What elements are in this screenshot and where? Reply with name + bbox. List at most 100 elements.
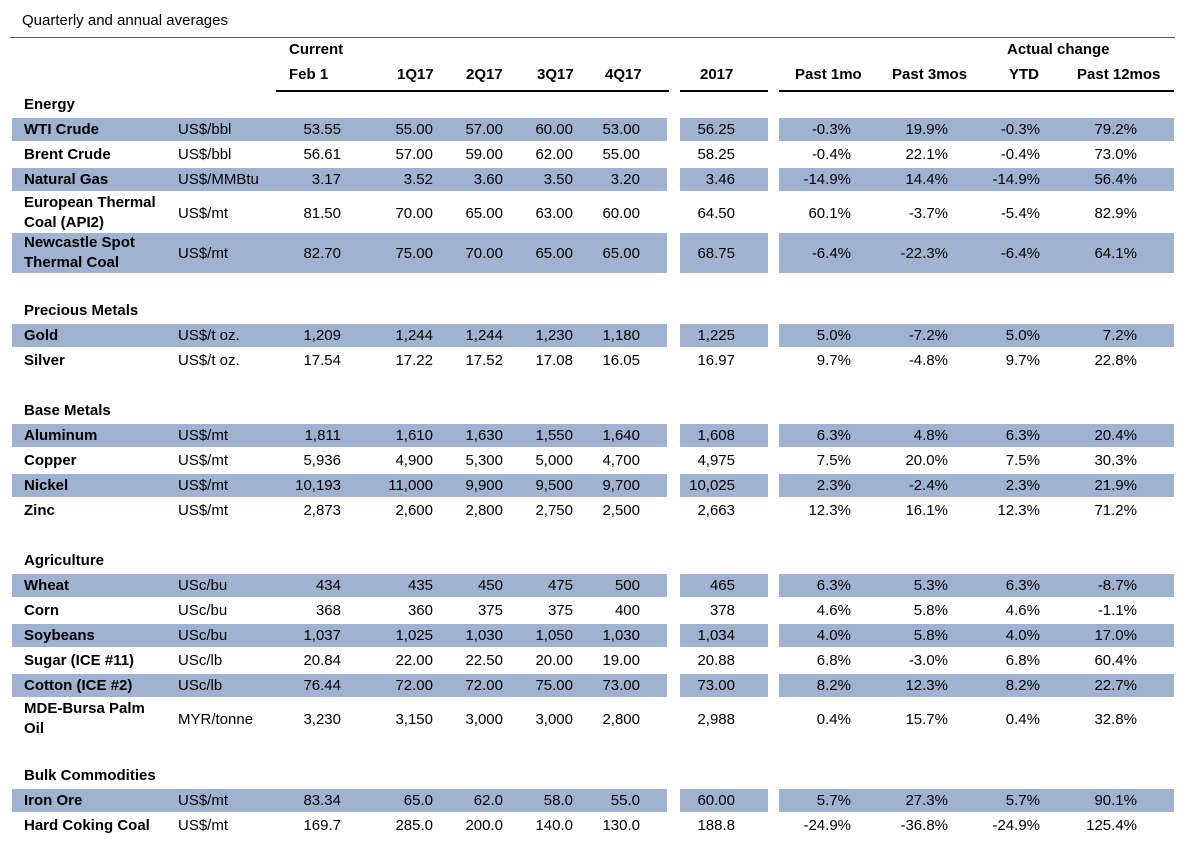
value-cell-q2: 2,800 — [465, 502, 503, 519]
value-cell-ytd: -14.9% — [992, 171, 1040, 188]
value-cell-m12: -8.7% — [1097, 577, 1137, 594]
commodity-name-text: European Thermal Coal (API2) — [24, 193, 156, 233]
value-cell-m1: 2.3% — [816, 477, 851, 494]
value-cell-q1: 3.52 — [403, 171, 433, 188]
value-cell-year: 64.50 — [697, 204, 735, 222]
row-shading — [12, 168, 667, 191]
row-shading — [680, 324, 768, 347]
commodity-name-line: WTI Crude — [24, 120, 99, 138]
table-row: European Thermal Coal (API2) US$/mt 81.50 70… — [0, 193, 1200, 233]
row-shading — [680, 624, 768, 647]
value-cell-m1: 5.7% — [816, 792, 851, 809]
row-shading — [779, 474, 1174, 497]
value-cell-q2: 1,630 — [465, 427, 503, 444]
unit: US$/mt — [178, 792, 229, 809]
unit: US$/mt — [178, 477, 229, 494]
value-cell-q1: 1,610 — [395, 427, 433, 444]
value-cell-q3: 5,000 — [535, 452, 573, 469]
commodity-name-line: Copper — [24, 451, 77, 469]
commodity-name: Cotton (ICE #2) — [24, 674, 132, 697]
section-title: Precious Metals — [24, 302, 139, 319]
unit: USc/lb — [178, 677, 223, 694]
commodity-name: Copper — [24, 449, 77, 472]
value-cell-q3: 475 — [547, 577, 573, 594]
commodity-name-text: WTI Crude — [24, 120, 99, 140]
value-cell-current: 1,209 — [303, 327, 341, 344]
value-cell-q1: 17.22 — [395, 352, 433, 369]
value-cell-year: 378 — [709, 602, 735, 619]
value-cell-m1: -14.9% — [803, 171, 851, 188]
commodity-name-text: MDE-Bursa Palm Oil — [24, 699, 145, 739]
value-cell-q1: 360 — [407, 602, 433, 619]
value-cell-q4: 2,500 — [602, 502, 640, 519]
value-cell-q4: 16.05 — [602, 352, 640, 369]
value-cell-q3: 1,550 — [535, 427, 573, 444]
row-shading — [779, 168, 1174, 191]
value-cell-q2: 72.00 — [465, 677, 503, 694]
value-cell-m12: -1.1% — [1097, 602, 1137, 619]
value-cell-m12: 64.1% — [1094, 244, 1137, 262]
value-cell-ytd: -0.4% — [1000, 146, 1040, 163]
value-cell-q3: 17.08 — [535, 352, 573, 369]
commodity-name-text: Brent Crude — [24, 145, 111, 165]
header-3q17: 3Q17 — [537, 66, 574, 83]
row-shading — [12, 233, 667, 273]
table-row: Natural Gas US$/MMBtu 3.17 3.52 3.60 3.50 3.20… — [0, 168, 1200, 191]
commodity-name: Sugar (ICE #11) — [24, 649, 134, 672]
table-row: Copper US$/mt 5,936 4,900 5,300 5,000 4,700 4,9… — [0, 449, 1200, 472]
value-cell-q4: 400 — [614, 602, 640, 619]
commodity-name-line: European Thermal — [24, 194, 156, 211]
value-cell-year: 68.75 — [697, 244, 735, 262]
unit: US$/mt — [178, 204, 229, 222]
value-cell-m1: 6.8% — [816, 652, 851, 669]
unit: USc/bu — [178, 627, 228, 644]
value-cell-current: 1,811 — [304, 427, 341, 444]
value-cell-m3: 5.8% — [913, 602, 948, 619]
value-cell-q2: 5,300 — [465, 452, 503, 469]
value-cell-q1: 285.0 — [395, 817, 433, 834]
value-cell-q2: 62.0 — [473, 792, 503, 809]
commodity-name-text: Cotton (ICE #2) — [24, 676, 132, 696]
value-cell-current: 3.17 — [311, 171, 341, 188]
commodity-name: Soybeans — [24, 624, 95, 647]
value-cell-q3: 9,500 — [535, 477, 573, 494]
value-cell-ytd: 5.0% — [1005, 327, 1040, 344]
value-cell-year: 1,608 — [697, 427, 735, 444]
header-current-top: Current — [289, 41, 344, 58]
header-ytd: YTD — [1009, 66, 1039, 83]
commodity-name-line: Brent Crude — [24, 145, 111, 163]
value-cell-m1: 6.3% — [816, 427, 851, 444]
value-cell-m3: 14.4% — [905, 171, 948, 188]
unit: US$/MMBtu — [178, 171, 259, 188]
value-cell-year: 1,225 — [697, 327, 735, 344]
value-cell-q4: 1,640 — [602, 427, 640, 444]
section-title: Base Metals — [24, 402, 111, 419]
value-cell-q1: 1,025 — [395, 627, 433, 644]
value-cell-q4: 1,030 — [602, 627, 640, 644]
value-cell-year: 60.00 — [697, 792, 735, 809]
value-cell-m3: -7.2% — [908, 327, 948, 344]
value-cell-q2: 65.00 — [465, 204, 503, 222]
value-cell-m12: 17.0% — [1094, 627, 1137, 644]
value-cell-year: 16.97 — [697, 352, 735, 369]
value-cell-q1: 1,244 — [395, 327, 433, 344]
commodity-name-text: Copper — [24, 451, 77, 471]
unit: US$/t oz. — [178, 352, 240, 369]
value-cell-q4: 2,800 — [602, 710, 640, 728]
unit: US$/mt — [178, 817, 229, 834]
table-row: Nickel US$/mt 10,193 11,000 9,900 9,500 9,700 1… — [0, 474, 1200, 497]
commodity-name-text: Silver — [24, 351, 65, 371]
unit: USc/bu — [178, 577, 228, 594]
value-cell-m3: 12.3% — [905, 677, 948, 694]
commodity-name: Iron Ore — [24, 789, 82, 812]
value-cell-m12: 32.8% — [1094, 710, 1137, 728]
table-row: WTI Crude US$/bbl 53.55 55.00 57.00 60.00 53.0… — [0, 118, 1200, 141]
value-cell-m12: 60.4% — [1094, 652, 1137, 669]
value-cell-current: 76.44 — [303, 677, 341, 694]
row-shading — [779, 324, 1174, 347]
row-shading — [779, 233, 1174, 273]
value-cell-q1: 72.00 — [395, 677, 433, 694]
value-cell-ytd: -5.4% — [1000, 204, 1040, 222]
commodity-name: Zinc — [24, 499, 55, 522]
row-shading — [12, 474, 667, 497]
